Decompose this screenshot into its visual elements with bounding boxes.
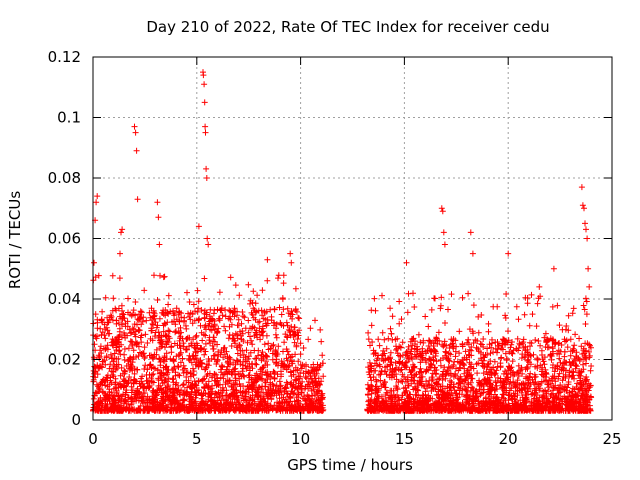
x-tick-label: 10 — [291, 430, 310, 448]
x-tick-label: 0 — [88, 430, 98, 448]
x-tick-label: 25 — [602, 430, 621, 448]
y-tick-label: 0 — [71, 411, 81, 429]
y-tick-label: 0.04 — [48, 290, 81, 308]
y-tick-label: 0.12 — [48, 48, 81, 66]
x-tick-label: 20 — [499, 430, 518, 448]
y-axis-title: ROTI / TECUs — [6, 191, 24, 289]
x-tick-label: 15 — [395, 430, 414, 448]
y-tick-label: 0.02 — [48, 351, 81, 369]
x-tick-label: 5 — [192, 430, 202, 448]
y-tick-label: 0.1 — [57, 109, 81, 127]
y-tick-label: 0.06 — [48, 230, 81, 248]
axis-ticks: 0 0.02 0.04 0.06 0.08 0.1 0.12 0 5 10 15 20 25 — [48, 48, 622, 448]
data-points — [90, 69, 595, 414]
roti-points — [90, 69, 595, 414]
x-axis-title: GPS time / hours — [287, 456, 413, 474]
y-tick-label: 0.08 — [48, 169, 81, 187]
chart-title: Day 210 of 2022, Rate Of TEC Index for r… — [146, 18, 549, 36]
grid-lines — [93, 57, 612, 420]
